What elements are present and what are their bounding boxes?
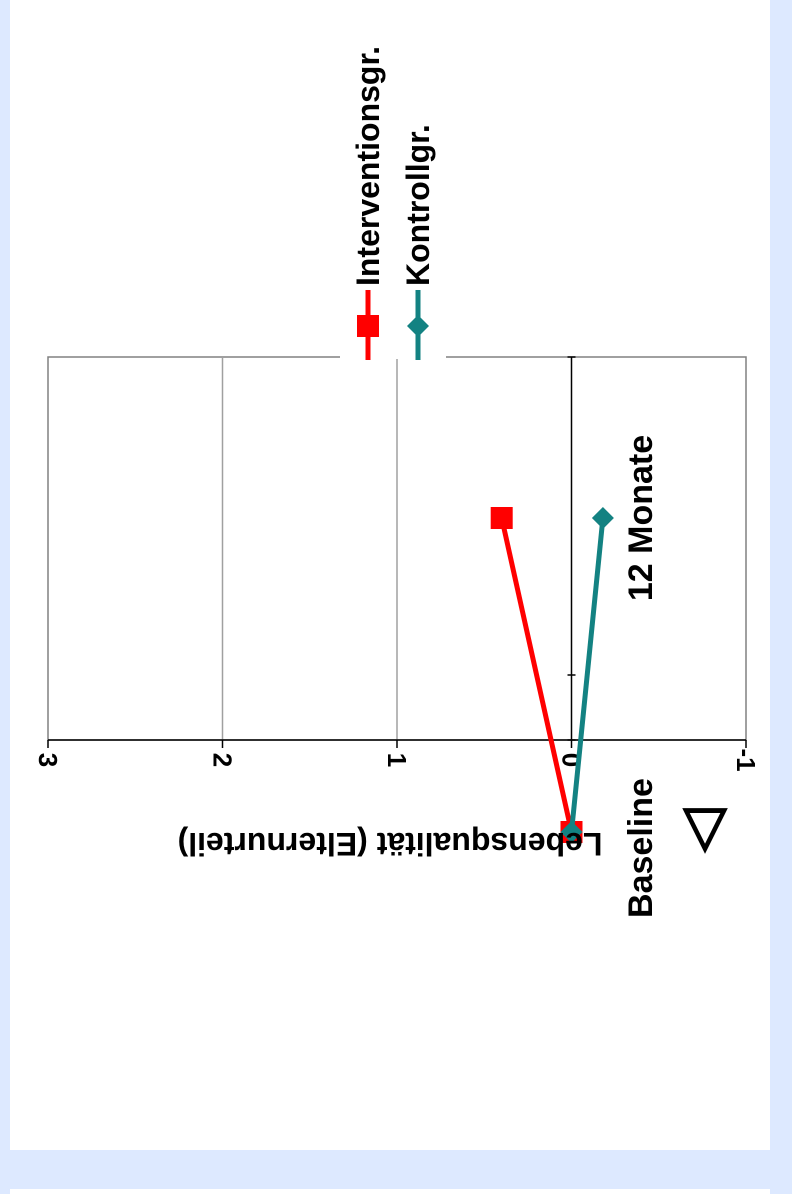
category-axis-ticks [567,356,576,741]
value-tick-label: -1 [731,748,761,771]
category-label: Baseline [622,778,660,918]
legend-marker [357,315,379,337]
value-axis-ticks [47,740,747,748]
legend-box [340,255,446,359]
series-layer [490,507,614,843]
value-tick-label: 1 [382,753,412,767]
value-tick-labels: -1 0 1 2 3 [33,748,761,771]
data-point [560,821,583,843]
data-point [591,507,614,529]
category-labels: Baseline 12 Monate [622,435,660,918]
legend-marker [407,315,429,337]
legend-label: Kontrollgr. [400,124,436,286]
category-label: 12 Monate [622,435,660,601]
legend-label: Interventionsgr. [350,46,386,286]
series-line [499,517,574,833]
value-tick-label: 3 [33,753,63,767]
data-point [490,507,513,529]
value-tick-label: 2 [208,753,238,767]
gridlines [221,357,398,740]
bottom-band [0,1150,792,1189]
delta-triangle-icon: ▽ [681,794,728,857]
legend: Interventionsgr. Kontrollgr. [340,46,446,360]
value-axis-title: Lebensqualität (Elternurteil) [178,826,603,862]
series-line [569,517,606,833]
value-tick-label: 0 [557,753,587,767]
